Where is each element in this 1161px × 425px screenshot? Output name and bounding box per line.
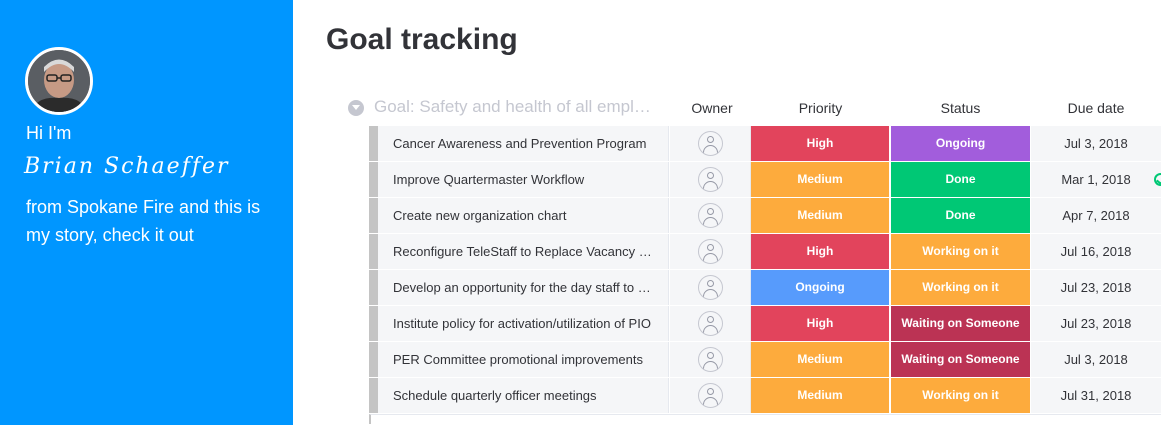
priority-label[interactable]: Medium: [751, 342, 890, 377]
owner-cell[interactable]: [670, 162, 751, 197]
priority-label[interactable]: High: [751, 306, 890, 341]
person-icon[interactable]: [698, 203, 723, 228]
owner-cell[interactable]: [670, 378, 751, 413]
page-title: Goal tracking: [326, 23, 518, 56]
item-name-cell[interactable]: Develop an opportunity for the day staff…: [378, 270, 669, 305]
story-text: from Spokane Fire and this is my story, …: [26, 197, 261, 245]
status-label[interactable]: Ongoing: [891, 126, 1030, 161]
due-date-cell[interactable]: Jul 23, 2018: [1031, 270, 1161, 305]
item-name-cell[interactable]: Improve Quartermaster Workflow: [378, 162, 669, 197]
due-date-cell[interactable]: Jul 3, 2018: [1031, 342, 1161, 377]
status-label[interactable]: Done: [891, 162, 1030, 197]
priority-label[interactable]: High: [751, 234, 890, 269]
item-name-cell[interactable]: Institute policy for activation/utilizat…: [378, 306, 669, 341]
group-color-bar: [369, 270, 378, 305]
group-color-bar: [369, 162, 378, 197]
item-name-cell[interactable]: Cancer Awareness and Prevention Program: [378, 126, 669, 161]
table-row[interactable]: Cancer Awareness and Prevention Program H…: [369, 126, 1161, 162]
table-row[interactable]: Institute policy for activation/utilizat…: [369, 306, 1161, 342]
person-icon[interactable]: [698, 311, 723, 336]
group-color-bar: [369, 342, 378, 377]
group-header: Goal: Safety and health of all empl… Own…: [348, 94, 1160, 122]
person-icon[interactable]: [698, 131, 723, 156]
greeting-text: Hi I'm: [26, 123, 72, 143]
owner-cell[interactable]: [670, 270, 751, 305]
owner-cell[interactable]: [670, 198, 751, 233]
person-icon[interactable]: [698, 167, 723, 192]
priority-label[interactable]: Ongoing: [751, 270, 890, 305]
item-name-cell[interactable]: Create new organization chart: [378, 198, 669, 233]
column-header-due-date[interactable]: Due date: [1067, 100, 1125, 116]
goal-table: Cancer Awareness and Prevention Program H…: [369, 126, 1161, 424]
owner-cell[interactable]: [670, 234, 751, 269]
group-color-bar: [369, 198, 378, 233]
person-icon[interactable]: [698, 239, 723, 264]
item-name-cell[interactable]: PER Committee promotional improvements: [378, 342, 669, 377]
profile-sidebar: Hi I'm Brian Schaeffer from Spokane Fire…: [0, 0, 293, 425]
due-date-cell[interactable]: Jul 31, 2018: [1031, 378, 1161, 413]
group-title[interactable]: Goal: Safety and health of all empl…: [374, 97, 651, 116]
priority-label[interactable]: Medium: [751, 198, 890, 233]
due-date-cell[interactable]: Jul 23, 2018: [1031, 306, 1161, 341]
item-name-cell[interactable]: Schedule quarterly officer meetings: [378, 378, 669, 413]
due-date-cell[interactable]: Jul 16, 2018: [1031, 234, 1161, 269]
priority-label[interactable]: Medium: [751, 378, 890, 413]
column-header-status[interactable]: Status: [940, 100, 981, 116]
group-color-bar: [369, 306, 378, 341]
due-date-cell[interactable]: Jul 3, 2018: [1031, 126, 1161, 161]
collapse-chevron-icon[interactable]: [348, 100, 364, 116]
table-row[interactable]: Reconfigure TeleStaff to Replace Vacancy…: [369, 234, 1161, 270]
status-label[interactable]: Working on it: [891, 270, 1030, 305]
status-label[interactable]: Waiting on Someone: [891, 342, 1030, 377]
group-color-bar: [369, 234, 378, 269]
owner-cell[interactable]: [670, 126, 751, 161]
status-label[interactable]: Done: [891, 198, 1030, 233]
table-row[interactable]: Schedule quarterly officer meetings Mediu…: [369, 378, 1161, 414]
add-item-row[interactable]: [369, 414, 1161, 424]
user-name: Brian Schaeffer: [24, 154, 230, 179]
owner-cell[interactable]: [670, 306, 751, 341]
owner-cell[interactable]: [670, 342, 751, 377]
due-date-cell[interactable]: Mar 1, 2018: [1031, 162, 1161, 197]
item-name-cell[interactable]: Reconfigure TeleStaff to Replace Vacancy…: [378, 234, 669, 269]
person-icon[interactable]: [698, 383, 723, 408]
column-header-owner[interactable]: Owner: [691, 100, 733, 116]
table-row[interactable]: Improve Quartermaster Workflow Medium Done…: [369, 162, 1161, 198]
status-label[interactable]: Working on it: [891, 378, 1030, 413]
status-label[interactable]: Working on it: [891, 234, 1030, 269]
table-row[interactable]: PER Committee promotional improvements Me…: [369, 342, 1161, 378]
column-header-priority[interactable]: Priority: [798, 100, 843, 116]
profile-photo-icon: [28, 50, 90, 112]
priority-label[interactable]: Medium: [751, 162, 890, 197]
avatar: [25, 47, 93, 115]
group-color-bar: [369, 126, 378, 161]
check-circle-icon: [1154, 173, 1161, 186]
group-color-bar: [369, 378, 378, 413]
status-label[interactable]: Waiting on Someone: [891, 306, 1030, 341]
person-icon[interactable]: [698, 275, 723, 300]
table-row[interactable]: Develop an opportunity for the day staff…: [369, 270, 1161, 306]
table-row[interactable]: Create new organization chart Medium Done A…: [369, 198, 1161, 234]
person-icon[interactable]: [698, 347, 723, 372]
priority-label[interactable]: High: [751, 126, 890, 161]
due-date-cell[interactable]: Apr 7, 2018: [1031, 198, 1161, 233]
